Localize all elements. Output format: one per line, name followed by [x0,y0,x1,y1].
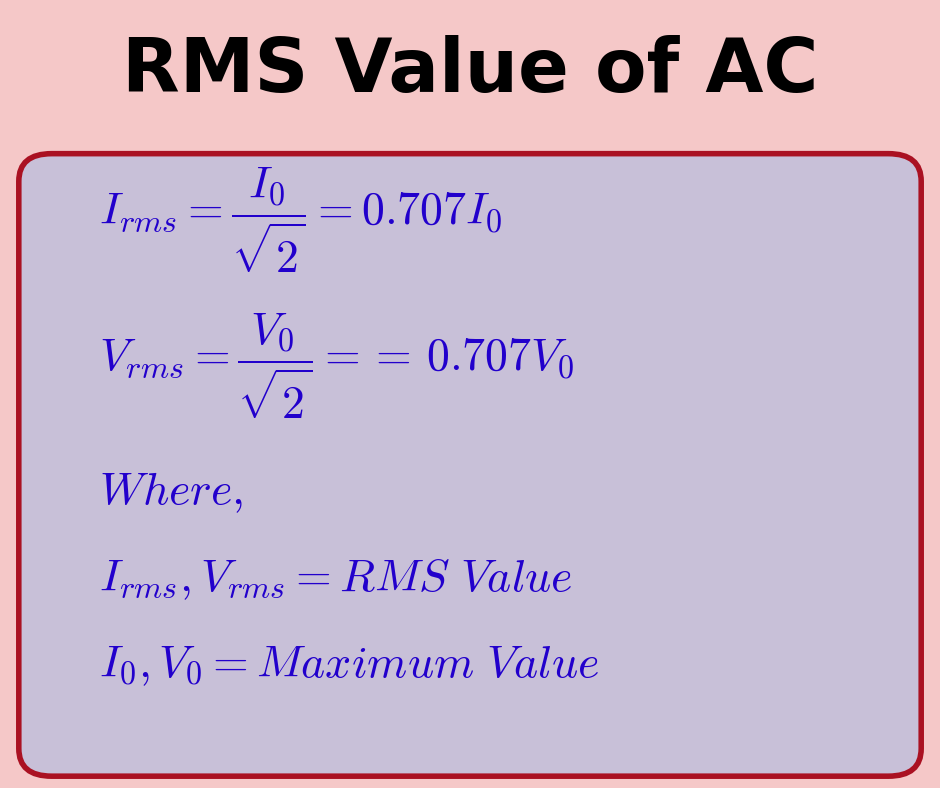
Text: $\mathit{V}_{rms} = \dfrac{V_0}{\sqrt{2}}{==}\, 0.707V_0$: $\mathit{V}_{rms} = \dfrac{V_0}{\sqrt{2}… [99,312,573,421]
Text: $\mathit{I}_{rms},\mathit{V}_{rms} = \mathit{RMS\ Value}$: $\mathit{I}_{rms},\mathit{V}_{rms} = \ma… [99,556,572,602]
Text: $\mathit{I}_{rms} = \dfrac{I_0}{\sqrt{2}} = 0.707I_0$: $\mathit{I}_{rms} = \dfrac{I_0}{\sqrt{2}… [99,166,502,275]
Text: $\mathit{Where,}$: $\mathit{Where,}$ [99,470,243,515]
Text: RMS Value of AC: RMS Value of AC [122,35,818,109]
Text: $\mathit{I}_0,\mathit{V}_0 = \mathit{Maximum\ Value}$: $\mathit{I}_0,\mathit{V}_0 = \mathit{Max… [99,643,599,689]
FancyBboxPatch shape [19,154,921,776]
